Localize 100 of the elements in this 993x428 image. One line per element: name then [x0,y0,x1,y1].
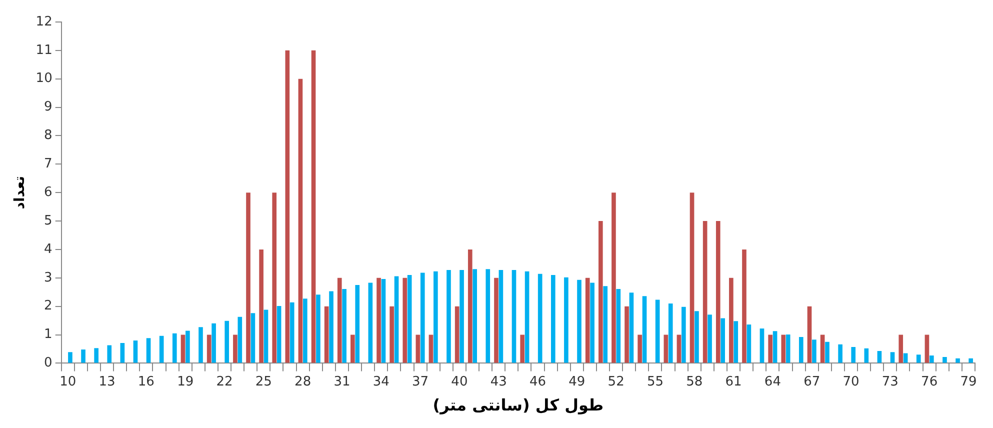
x-tick-label: 73 [882,374,898,390]
x-tick-label: 67 [804,374,820,390]
x-axis-title: طول کل (سانتی متر) [432,396,604,415]
bar [250,313,256,363]
bar [428,334,434,363]
y-tick-label: 1 [44,327,52,342]
bar [924,334,930,363]
bar [956,358,960,363]
bar [930,356,934,363]
bar [311,50,316,363]
y-tick-label: 9 [44,100,52,115]
bar [206,334,212,363]
bar [864,348,869,363]
bar [898,334,904,363]
y-tick-label: 7 [44,156,52,172]
x-tick-label: 46 [529,374,546,390]
bar [520,334,525,363]
bar [302,298,308,363]
x-tick-label: 55 [646,374,664,390]
bar [668,303,673,363]
bar [760,328,764,363]
bar [159,336,164,363]
bar [742,249,746,363]
bar [916,354,921,363]
bar [746,324,752,363]
bar [486,269,490,363]
bar [238,316,242,363]
bar [454,306,460,363]
bar [638,334,642,363]
bar [624,306,629,363]
x-tick-label: 43 [490,374,507,390]
x-tick-label: 58 [686,374,703,390]
x-tick-label: 34 [372,374,390,390]
bar [798,337,804,363]
bar [290,302,294,363]
x-tick-label: 19 [177,374,194,390]
bar [420,272,425,363]
bar [468,249,472,363]
bar [494,278,498,363]
bar [381,279,386,363]
bar [664,334,668,363]
bar [316,294,320,363]
bar [259,249,264,363]
bar [460,270,464,363]
bar [172,333,177,363]
bar [564,277,568,363]
x-tick-label: 10 [60,374,76,390]
bar [146,338,151,363]
bar [368,282,373,363]
y-tick-label: 6 [44,184,52,200]
bar [350,334,355,363]
bar [298,78,303,363]
y-tick-label: 4 [44,242,52,257]
bar [890,352,895,363]
bar [729,278,734,363]
bar [676,334,682,363]
bar [198,327,203,363]
bar [702,221,708,363]
bar [390,306,394,363]
bar [590,282,594,363]
bar [133,340,138,363]
bar [224,320,230,363]
x-tick-label: 13 [98,374,116,390]
bar [120,343,125,363]
y-tick-label: 2 [44,298,52,314]
bar [851,346,856,363]
bar [355,285,360,363]
y-tick-label: 11 [36,42,52,58]
bar [877,350,882,363]
y-tick-label: 10 [36,71,52,86]
x-tick-label: 79 [960,374,977,390]
bar [446,270,451,363]
bar [81,350,86,363]
bar [376,278,381,363]
bar [682,306,686,363]
bar [820,334,825,363]
bar [598,221,603,363]
bar [233,334,238,363]
bar [772,331,778,363]
bar [629,292,634,363]
x-tick-label: 31 [334,374,350,390]
bar [968,358,973,363]
bar [512,270,516,363]
bar [642,296,647,363]
bar [342,288,346,363]
bar [734,321,738,363]
bar [838,344,842,363]
bar [186,330,190,363]
bar [329,291,334,363]
bar [68,352,72,363]
bar [524,271,530,363]
bar [402,278,408,363]
bar [246,192,250,363]
bar [616,288,621,363]
bar [807,306,812,363]
x-tick-label: 37 [412,374,429,390]
bar [716,221,720,363]
y-tick-label: 8 [44,128,52,144]
bar [276,306,282,363]
bar [903,353,908,363]
